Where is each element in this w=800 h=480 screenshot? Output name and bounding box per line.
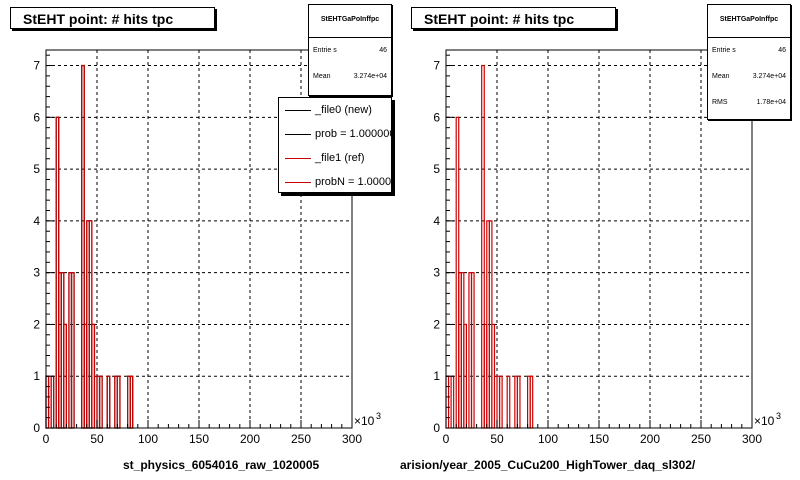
right-stats-box: StEHTGaPoInffpc Entrie s 46 Mean 3.274e+… (707, 4, 791, 120)
right-stats-row-mean: Mean 3.274e+04 (708, 64, 790, 90)
right-x-axis-label: arision/year_2005_CuCu200_HighTower_daq_… (400, 458, 696, 472)
legend-swatch (285, 110, 311, 111)
left-stats-title: StEHTGaPoInffpc (309, 5, 391, 38)
x-axis-multiplier: ×10 (754, 414, 775, 428)
right-stats-mean-value: 3.274e+04 (752, 73, 786, 80)
y-tick-label: 0 (33, 421, 40, 435)
legend-swatch (285, 182, 311, 183)
y-tick-label: 2 (33, 317, 40, 331)
x-tick-label: 150 (189, 432, 209, 446)
x-tick-label: 0 (443, 432, 450, 446)
histogram-bar (470, 272, 475, 429)
left-plot-title: StEHT point: # hits tpc (10, 7, 215, 29)
histogram-bar (91, 323, 96, 429)
histogram-bar (498, 375, 503, 429)
right-stats-rms-value: 1.78e+04 (756, 99, 786, 106)
y-tick-label: 2 (433, 317, 440, 331)
left-stats-row-mean: Mean 3.274e+04 (309, 64, 391, 90)
right-stats-entries-value: 46 (778, 47, 786, 54)
right-stats-rms-label: RMS (712, 99, 728, 106)
legend-label: prob = 1.000000 (315, 128, 392, 140)
y-tick-label: 0 (433, 421, 440, 435)
y-tick-label: 4 (433, 214, 440, 228)
y-tick-label: 6 (33, 110, 40, 124)
y-tick-label: 7 (433, 59, 440, 73)
y-tick-label: 1 (433, 369, 440, 383)
left-stats-mean-label: Mean (313, 73, 331, 80)
legend-label: _file1 (ref) (315, 152, 365, 164)
left-x-axis-label: st_physics_6054016_raw_1020005 (123, 458, 320, 472)
x-tick-label: 250 (291, 432, 311, 446)
x-tick-label: 50 (490, 432, 504, 446)
y-tick-label: 4 (33, 214, 40, 228)
histogram-bar (450, 375, 455, 429)
histogram-bar (516, 375, 521, 429)
y-tick-label: 3 (433, 266, 440, 280)
histogram-bar (529, 375, 534, 429)
legend-entry: _file0 (new) (279, 98, 391, 122)
left-stats-box: StEHTGaPoInffpc Entrie s 46 Mean 3.274e+… (308, 4, 392, 96)
y-tick-label: 3 (33, 266, 40, 280)
x-tick-label: 250 (691, 432, 711, 446)
histogram-bar (129, 375, 134, 429)
x-axis-multiplier: ×10 (354, 414, 375, 428)
right-stats-row-rms: RMS 1.78e+04 (708, 90, 790, 116)
right-stats-row-entries: Entrie s 46 (708, 38, 790, 64)
y-tick-label: 6 (433, 110, 440, 124)
legend-entry: prob = 1.000000 (279, 122, 391, 146)
y-tick-label: 1 (33, 369, 40, 383)
histogram-bar (50, 375, 55, 429)
histogram-bar (106, 375, 111, 429)
y-tick-label: 7 (33, 59, 40, 73)
histogram-bar (506, 375, 511, 429)
x-tick-label: 300 (342, 432, 362, 446)
right-stats-title: StEHTGaPoInffpc (708, 5, 790, 38)
right-stats-entries-label: Entrie s (712, 47, 736, 54)
x-tick-label: 200 (640, 432, 660, 446)
x-tick-label: 50 (90, 432, 104, 446)
x-axis-multiplier-exponent: 3 (776, 411, 781, 421)
y-tick-label: 5 (33, 162, 40, 176)
x-axis-multiplier-exponent: 3 (376, 411, 381, 421)
x-tick-label: 200 (240, 432, 260, 446)
legend-entry: probN = 1.000000 (279, 170, 392, 192)
histogram-bar (116, 375, 121, 429)
x-tick-label: 100 (138, 432, 158, 446)
legend-entry: _file1 (ref) (279, 146, 391, 170)
histogram-bar (70, 272, 75, 429)
y-tick-label: 5 (433, 162, 440, 176)
left-stats-entries-label: Entrie s (313, 47, 337, 54)
x-tick-label: 300 (742, 432, 762, 446)
right-plot-title: StEHT point: # hits tpc (411, 7, 616, 29)
legend-swatch (285, 134, 311, 135)
left-stats-mean-value: 3.274e+04 (353, 73, 387, 80)
left-stats-row-entries: Entrie s 46 (309, 38, 391, 64)
legend: _file0 (new) prob = 1.000000 _file1 (ref… (278, 97, 392, 193)
histogram-bar (98, 375, 103, 429)
legend-label: _file0 (new) (315, 104, 372, 116)
left-stats-entries-value: 46 (379, 47, 387, 54)
x-tick-label: 150 (589, 432, 609, 446)
legend-swatch (285, 158, 311, 159)
x-tick-label: 0 (43, 432, 50, 446)
x-tick-label: 100 (538, 432, 558, 446)
legend-label: probN = 1.000000 (315, 176, 392, 188)
histogram-bar (491, 323, 496, 429)
right-stats-mean-label: Mean (712, 73, 730, 80)
